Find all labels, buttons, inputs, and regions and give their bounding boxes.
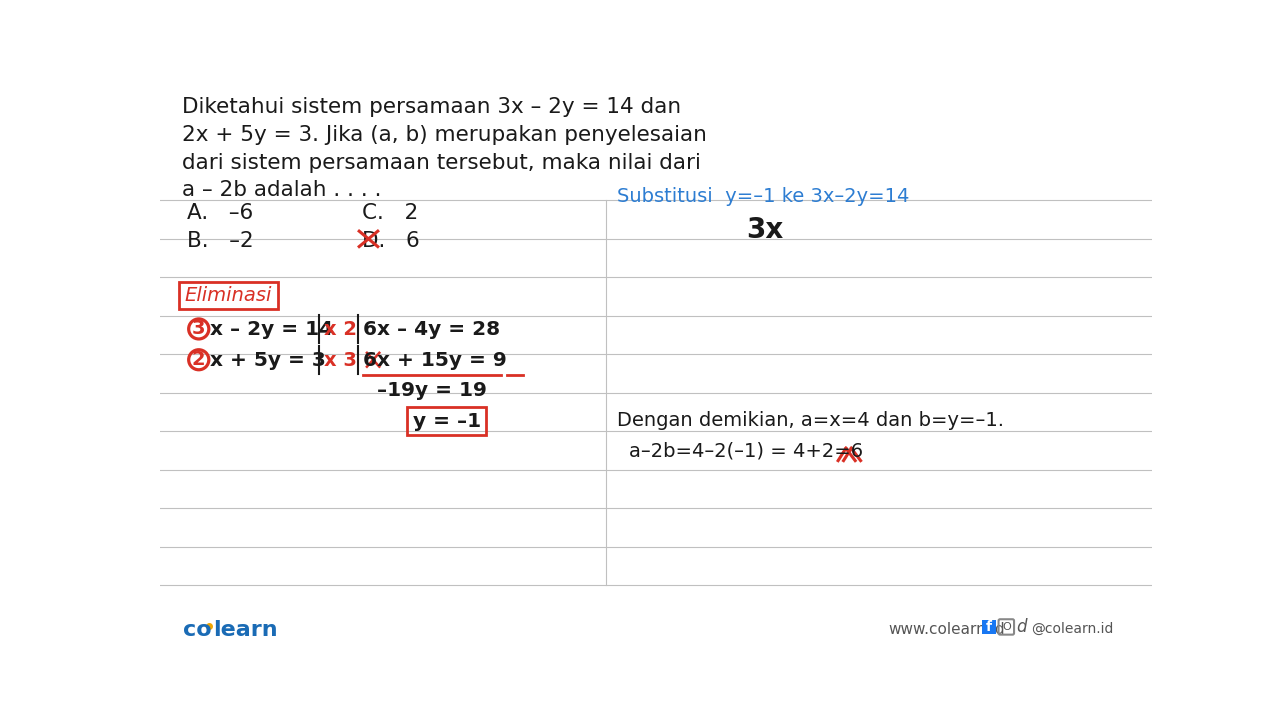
Text: d: d: [1016, 618, 1027, 636]
Text: 3: 3: [192, 319, 206, 338]
Text: 3x: 3x: [746, 216, 783, 244]
Text: O: O: [1002, 622, 1011, 632]
Text: C.   2: C. 2: [361, 204, 417, 223]
Text: B.   –2: B. –2: [187, 231, 253, 251]
Text: Substitusi  y=–1 ke 3x–2y=14: Substitusi y=–1 ke 3x–2y=14: [617, 186, 910, 205]
Text: 6x + 15y = 9: 6x + 15y = 9: [364, 351, 507, 369]
Text: y = –1: y = –1: [412, 412, 481, 431]
Text: Dengan demikian, a=x=4 dan b=y=–1.: Dengan demikian, a=x=4 dan b=y=–1.: [617, 410, 1005, 430]
Text: co: co: [183, 620, 212, 640]
Text: Eliminasi: Eliminasi: [184, 286, 271, 305]
Text: x – 2y = 14: x – 2y = 14: [210, 320, 334, 338]
Text: D.   6: D. 6: [361, 231, 420, 251]
Text: –19y = 19: –19y = 19: [378, 382, 486, 400]
Text: 2: 2: [192, 350, 206, 369]
Text: a – 2b adalah . . . .: a – 2b adalah . . . .: [182, 180, 381, 200]
Text: A.   –6: A. –6: [187, 204, 253, 223]
Text: 2x + 5y = 3. Jika (a, b) merupakan penyelesaian: 2x + 5y = 3. Jika (a, b) merupakan penye…: [182, 125, 707, 145]
Text: learn: learn: [212, 620, 278, 640]
Text: @colearn.id: @colearn.id: [1032, 621, 1114, 636]
Text: dari sistem persamaan tersebut, maka nilai dari: dari sistem persamaan tersebut, maka nil…: [182, 153, 700, 173]
Text: x + 5y = 3: x + 5y = 3: [210, 351, 326, 369]
Text: www.colearn.id: www.colearn.id: [888, 621, 1005, 636]
Text: f: f: [987, 620, 992, 634]
Text: 6x – 4y = 28: 6x – 4y = 28: [364, 320, 500, 338]
FancyBboxPatch shape: [982, 620, 996, 634]
Text: x 3: x 3: [324, 351, 357, 369]
Text: Diketahui sistem persamaan 3x – 2y = 14 dan: Diketahui sistem persamaan 3x – 2y = 14 …: [182, 97, 681, 117]
Text: a–2b=4–2(–1) = 4+2=6: a–2b=4–2(–1) = 4+2=6: [628, 441, 863, 460]
Text: x 2: x 2: [324, 320, 357, 338]
